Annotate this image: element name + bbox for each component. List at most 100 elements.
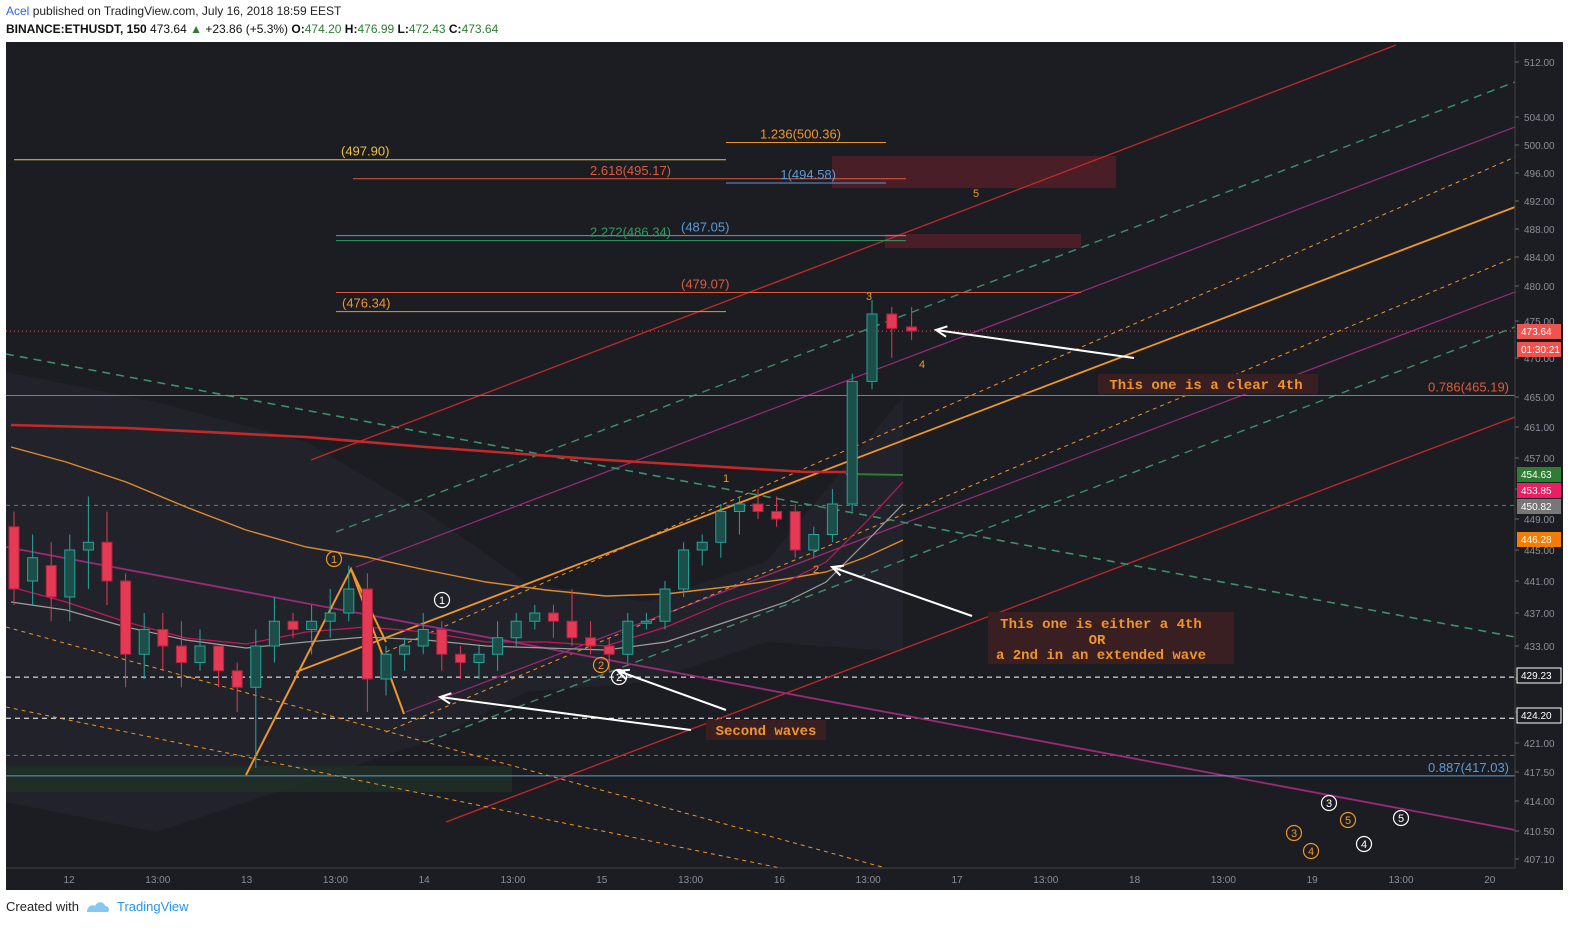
price-axis-tick: 410.50 [1524, 827, 1555, 838]
annotation-text: Second waves [716, 724, 817, 740]
fib-label: (487.05) [681, 220, 729, 235]
tradingview-link[interactable]: TradingView [116, 899, 189, 914]
wave-label: 3 [1326, 798, 1332, 810]
symbol-legend: BINANCE:ETHUSDT, 150 473.64 ▲ +23.86 (+5… [6, 22, 498, 36]
publish-info: Acel published on TradingView.com, July … [6, 4, 341, 18]
candle-body [343, 588, 355, 614]
candle-body [808, 534, 820, 551]
channel-line-red-top [310, 44, 1397, 461]
candle-body [175, 645, 187, 663]
candle [771, 496, 783, 527]
target-zone-lower [885, 234, 1081, 248]
time-axis-tick: 19 [1307, 875, 1319, 886]
wave-label-circle [433, 591, 451, 609]
candle [566, 589, 578, 646]
cloud-area [6, 372, 903, 832]
candle-body [417, 629, 429, 647]
candle-body [696, 541, 708, 551]
channel-line-green-top [335, 81, 1516, 533]
price-tag [1517, 342, 1561, 357]
price-axis-tick: 441.00 [1524, 577, 1555, 588]
time-axis-tick: 12 [63, 875, 75, 886]
candle [436, 621, 448, 671]
wave-label-circle [325, 550, 343, 568]
price-tag-label: 453.85 [1521, 486, 1552, 497]
candle [789, 504, 801, 558]
candle [120, 573, 132, 688]
candle [826, 489, 838, 543]
price-change: +23.86 (+5.3%) [205, 22, 289, 36]
candle [306, 605, 318, 655]
channel-line-green-bottom [425, 326, 1516, 743]
time-axis-tick: 13:00 [1211, 875, 1236, 886]
symbol-name: BINANCE:ETHUSDT, 150 [6, 22, 147, 36]
price-axis-tick: 457.00 [1524, 454, 1555, 465]
trend-line-orange-dash-lower [6, 626, 967, 890]
fib-label: 1(494.58) [780, 167, 836, 182]
channel-line-orange-dash-top [385, 156, 1516, 653]
wave-label-circle [592, 656, 610, 674]
channel-line-purple-top [355, 126, 1516, 568]
candle [547, 605, 559, 638]
moving-average-red [10, 423, 846, 474]
time-axis-tick: 13:00 [856, 875, 881, 886]
price-axis-tick: 445.00 [1524, 546, 1555, 557]
wave-label: 4 [1361, 839, 1367, 851]
wave-label: 5 [1398, 813, 1404, 825]
price-tag [1517, 324, 1561, 339]
candle-body [213, 645, 225, 672]
price-axis-tick: 475.00 [1524, 317, 1555, 328]
candle-body [436, 629, 448, 655]
candle-body [846, 380, 858, 505]
candle [27, 534, 39, 605]
price-axis-tick: 512.00 [1524, 58, 1555, 69]
candle [64, 534, 76, 622]
fib-label: 0.887(417.03) [1428, 760, 1509, 775]
price-tag [1516, 707, 1562, 724]
candle-body [510, 620, 522, 639]
low-label: L: [397, 22, 409, 36]
high-value: 476.99 [357, 22, 395, 36]
price-axis-tick: 407.10 [1524, 855, 1555, 866]
annotation-box-second-waves [706, 720, 826, 740]
trend-line-green-down [6, 353, 1516, 638]
candle-body [82, 541, 94, 551]
candle [157, 613, 169, 671]
wave-label: 4 [919, 359, 925, 371]
candle-body [8, 526, 20, 590]
candle-body [678, 549, 690, 590]
trend-line-purple-down [6, 546, 1516, 831]
candle [287, 613, 299, 638]
arrow-clear-4th [935, 329, 1135, 359]
candle-body [399, 645, 411, 655]
price-chart[interactable]: (497.90) 1.236(500.36) 2.618(495.17) 1(494.… [6, 42, 1563, 890]
time-axis-tick: 13:00 [145, 875, 170, 886]
candle [473, 646, 485, 679]
author-link[interactable]: Acel [6, 4, 30, 18]
price-tag [1517, 483, 1561, 498]
candle-body [789, 511, 801, 551]
price-tag [1517, 467, 1561, 482]
arrow-clear-4th-head [933, 325, 948, 338]
candle-body [752, 503, 764, 512]
price-axis-tick: 492.00 [1524, 197, 1555, 208]
wave-label-circle [1355, 835, 1373, 853]
wave-label: 2 [813, 564, 819, 576]
time-axis-tick: 20 [1484, 875, 1496, 886]
candle [733, 496, 745, 535]
wave-label: 1 [331, 554, 337, 566]
footer: Created with TradingView [6, 899, 189, 914]
candle [846, 373, 858, 512]
candle-body [906, 326, 918, 332]
price-tag-label: 473.64 [1521, 327, 1552, 338]
candle [906, 307, 918, 341]
wave-label: 1 [723, 473, 729, 485]
annotation-text: This one is either a 4th [1000, 617, 1202, 633]
high-label: H: [344, 22, 358, 36]
candle-body [603, 645, 615, 655]
candle [8, 511, 20, 605]
candle [380, 646, 392, 696]
candle-body [64, 549, 76, 598]
price-axis-tick: 461.00 [1524, 423, 1555, 434]
moving-average-orange [10, 446, 904, 597]
